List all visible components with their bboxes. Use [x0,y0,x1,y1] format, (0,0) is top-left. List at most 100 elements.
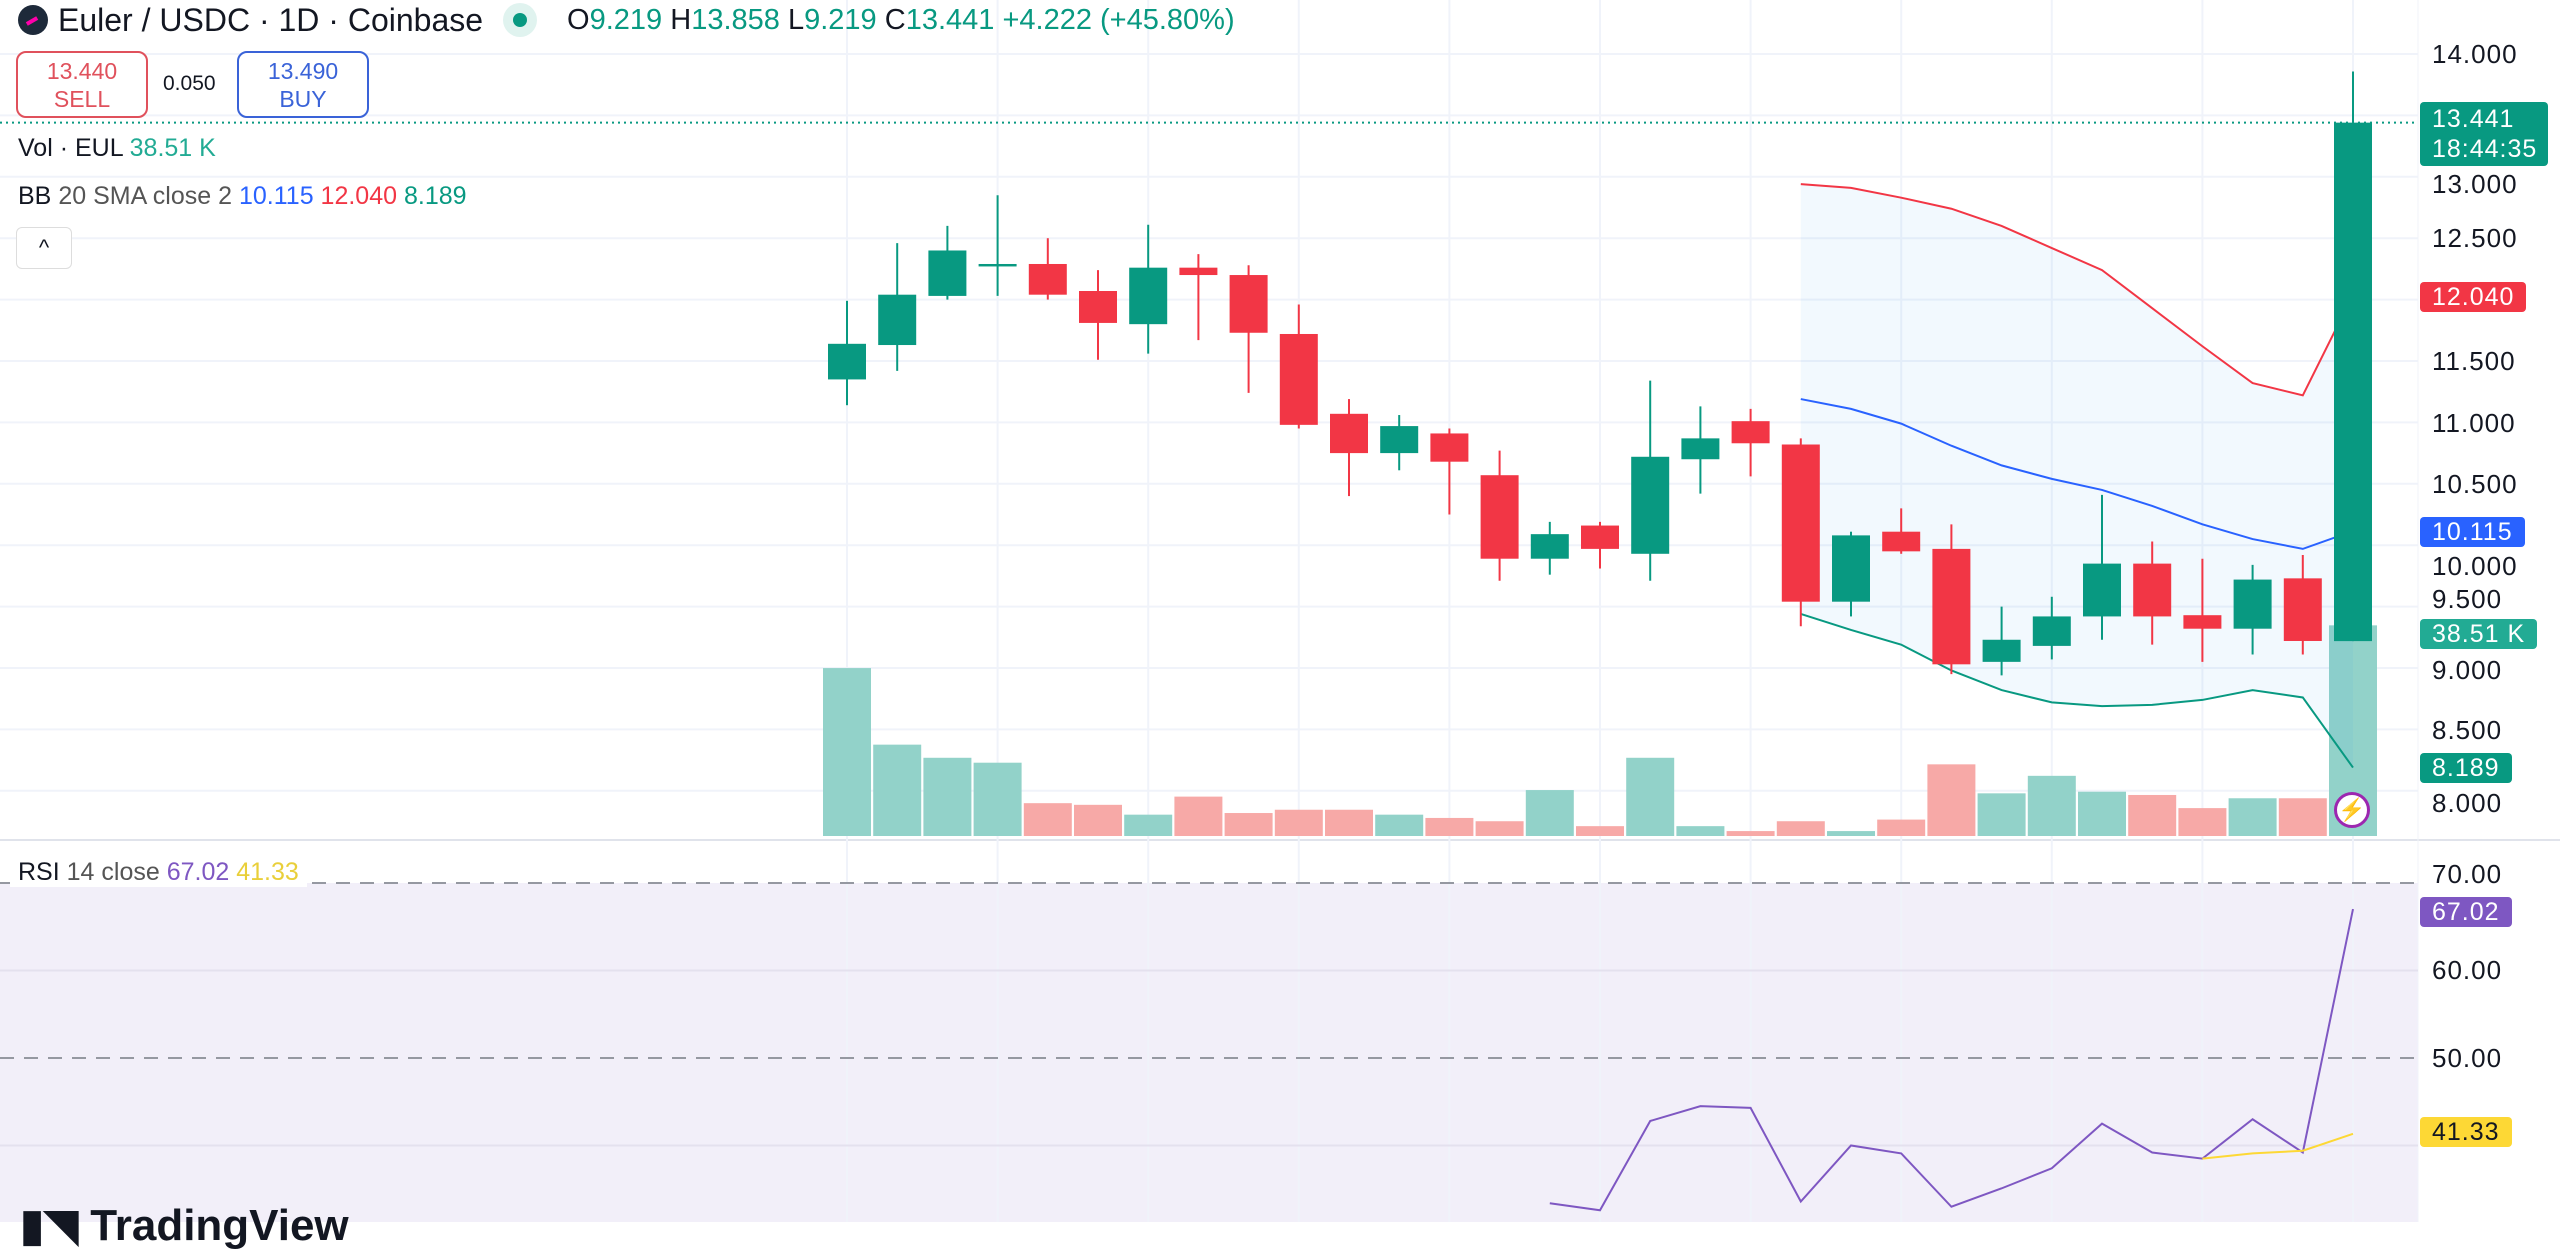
last-price-badge: 13.441 18:44:35 [2420,102,2548,166]
tradingview-logo-text: TradingView [90,1201,349,1250]
candle-body [2283,578,2322,641]
volume-bar [1977,793,2026,836]
candle-body [1530,534,1569,559]
candle-body [1581,525,1619,549]
chart-canvas[interactable] [0,0,2560,1222]
volume-bar [1726,831,1775,836]
volume-bar [1375,814,1424,836]
volume-bar [1124,814,1173,836]
price-tick: 10.000 [2432,551,2518,581]
symbol-title[interactable]: Euler / USDC · 1D · Coinbase [58,1,484,38]
volume-bar [823,668,871,836]
close-value: 13.441 [905,3,995,36]
rsi-tick: 70.00 [2432,859,2503,889]
sell-price: 13.440 [46,57,118,84]
candle-body [1982,639,2021,662]
candle-body [1179,267,1218,276]
chevron-up-icon: ^ [38,235,50,260]
candle-body [1832,535,1870,602]
candle-body [1279,333,1318,425]
volume-legend[interactable]: Vol · EUL 38.51 K [18,134,216,163]
rsi-ma-value: 41.33 [236,858,299,886]
ohlc-legend: O9.219 H13.858 L9.219 C13.441 +4.222 (+4… [567,4,1235,37]
candle-body [828,343,866,380]
candle-body [2133,563,2172,617]
volume-bar [1475,821,1524,836]
spread-value: 0.050 [163,72,216,95]
volume-bar [1425,817,1474,836]
open-value: 9.219 [589,3,663,36]
low-label: L [787,3,805,36]
candle-body [1028,263,1067,295]
volume-bar [1023,803,1072,836]
bb-basis-badge: 10.115 [2420,517,2525,547]
high-label: H [670,3,692,36]
candle-body [1882,531,1921,552]
candle-body [1129,267,1168,325]
bb-lower-badge: 8.189 [2420,753,2512,783]
market-open-status-icon [503,3,538,37]
price-tick: 10.500 [2432,469,2518,499]
rsi-legend[interactable]: RSI 14 close 67.02 41.33 [10,858,307,887]
candle-body [1330,413,1368,454]
volume-bar [1827,831,1875,836]
sell-label: SELL [53,85,111,112]
price-tick: 13.000 [2432,169,2518,199]
volume-bar [873,744,922,836]
price-tick: 9.500 [2432,584,2503,614]
symbol-header: Euler / USDC · 1D · Coinbase O9.219 H13.… [18,0,1235,40]
candle-body [1932,548,1971,665]
candle-body [2233,579,2272,629]
volume-bar [2178,808,2227,836]
candle-body [2334,122,2372,642]
bb-lower-value: 8.189 [403,182,467,210]
volume-bar [973,762,1022,836]
candle-body [878,294,917,346]
rsi-line [1549,908,2354,1212]
buy-button[interactable]: 13.490 BUY [237,51,369,118]
price-tick: 9.000 [2432,655,2503,685]
volume-bar [2228,798,2277,836]
price-tick: 8.500 [2432,715,2503,745]
rsi-background-band [0,883,2418,1222]
candle-body [1731,421,1770,444]
bb-legend[interactable]: BB 20 SMA close 2 10.115 12.040 8.189 [18,182,467,211]
candle-body [1781,444,1820,602]
candle-body [1229,275,1268,333]
price-tick: 12.500 [2432,223,2518,253]
volume-badge: 38.51 K [2420,619,2538,649]
candle-body [1480,475,1519,559]
bb-basis-value: 10.115 [238,182,314,210]
rsi-ma-line [2202,1132,2354,1160]
volume-bar [1174,796,1223,836]
volume-bar [1676,826,1725,836]
volume-bar [2278,798,2327,836]
candle-body [1681,438,1720,460]
volume-bar [2128,794,2177,836]
bb-basis-line [1800,398,2354,550]
volume-bar [1224,813,1273,836]
collapse-legend-button[interactable]: ^ [16,227,72,269]
buy-label: BUY [279,85,327,112]
rsi-badge: 67.02 [2420,897,2512,927]
bb-upper-value: 12.040 [320,182,398,210]
rsi-ma-badge: 41.33 [2420,1117,2512,1147]
price-tick: 11.500 [2432,346,2516,376]
buy-price: 13.490 [267,57,339,84]
sell-button[interactable]: 13.440 SELL [16,51,148,118]
rsi-name: RSI [18,858,60,886]
lightning-icon[interactable]: ⚡ [2334,792,2370,828]
volume-bar [1525,790,1574,836]
bb-upper-line [1800,183,2354,397]
volume-label: Vol · EUL [18,134,123,162]
price-tick: 8.000 [2432,788,2503,818]
price-tick: 11.000 [2432,408,2516,438]
bb-upper-badge: 12.040 [2420,282,2527,312]
bb-name: BB [18,182,52,210]
volume-bar [2027,775,2076,836]
bb-lower-line [1800,613,2354,769]
candle-body [2183,615,2222,629]
volume-bar [1877,819,1926,836]
volume-bar [1325,809,1373,836]
volume-bar [1626,757,1675,836]
